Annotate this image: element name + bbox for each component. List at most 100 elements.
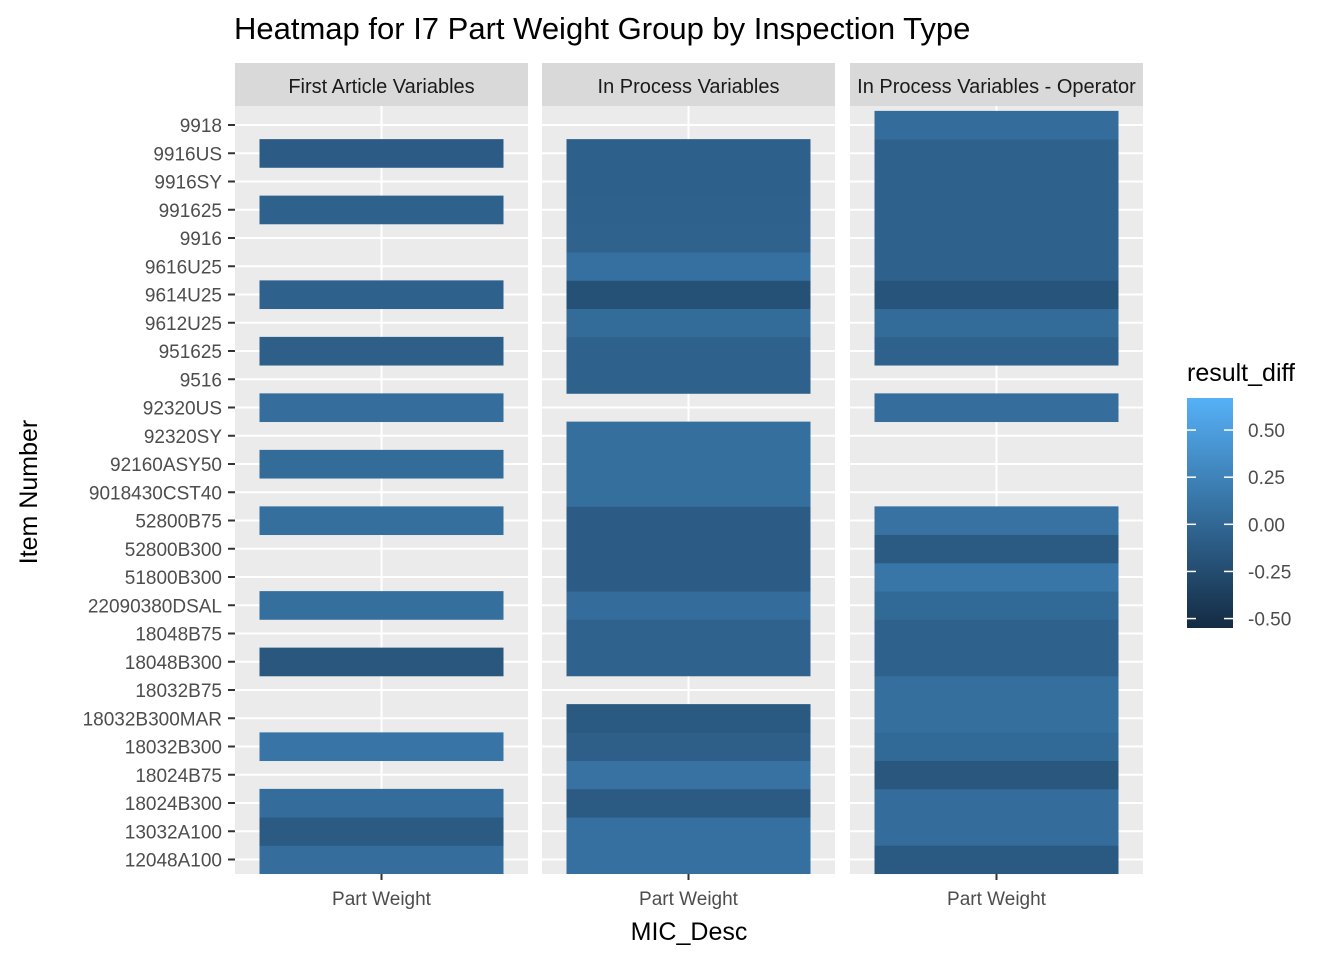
y-tick-label: 9612U25 — [145, 314, 222, 335]
heatmap-tile — [566, 336, 811, 366]
heatmap-tile — [874, 336, 1119, 366]
y-tick-label: 52800B300 — [125, 540, 222, 561]
heatmap-tile — [874, 534, 1119, 564]
heatmap-tile — [259, 139, 504, 168]
heatmap-tile — [259, 280, 504, 310]
heatmap-tile — [259, 393, 504, 423]
heatmap-tile — [566, 845, 811, 875]
heatmap-tile — [566, 195, 811, 225]
heatmap-tile — [874, 252, 1119, 281]
heatmap-tile — [874, 167, 1119, 197]
heatmap-tile — [566, 817, 811, 846]
facet-panel: In Process Variables Part Weight — [542, 63, 835, 910]
y-tick-label: 18032B75 — [135, 681, 222, 702]
heatmap-tile — [566, 252, 811, 281]
legend-tick-label: 0.00 — [1248, 515, 1285, 536]
y-tick-label: 92320US — [143, 399, 222, 420]
heatmap-tile — [874, 591, 1119, 620]
facet-strip-label: In Process Variables — [598, 76, 780, 98]
heatmap-tile — [259, 817, 504, 846]
y-tick-label: 991625 — [159, 201, 222, 222]
heatmap-tile — [874, 788, 1119, 818]
heatmap-tile — [566, 704, 811, 733]
heatmap-tile — [259, 732, 504, 762]
heatmap-tile — [259, 845, 504, 875]
heatmap-tile — [566, 562, 811, 592]
y-tick-label: 52800B75 — [135, 512, 222, 533]
heatmap-tile — [874, 619, 1119, 649]
heatmap-tile — [566, 647, 811, 677]
y-tick-label: 9516 — [180, 370, 222, 391]
legend-title: result_diff — [1187, 359, 1295, 387]
heatmap-tile — [259, 195, 504, 225]
facet-strip — [542, 63, 835, 106]
heatmap-tile — [874, 393, 1119, 423]
y-tick-label: 12048A100 — [125, 851, 222, 872]
heatmap-tile — [566, 760, 811, 790]
facet-strip — [850, 63, 1143, 106]
heatmap-tile — [566, 591, 811, 620]
y-tick-label: 9916US — [153, 144, 222, 165]
y-tick-label: 9018430CST40 — [89, 483, 222, 504]
heatmap-tile — [874, 704, 1119, 733]
y-tick-label: 92320SY — [144, 427, 223, 448]
heatmap-tile — [874, 647, 1119, 677]
heatmap-tile — [874, 845, 1119, 875]
y-tick-label: 51800B300 — [125, 568, 222, 589]
heatmap-tile — [566, 732, 811, 762]
y-tick-label: 18032B300MAR — [83, 709, 222, 730]
heatmap-tile — [566, 619, 811, 649]
legend-tick-label: 0.50 — [1248, 421, 1285, 442]
facet-strip — [235, 63, 528, 106]
facet-strip-label: In Process Variables - Operator — [857, 76, 1136, 98]
facet-strip-label: First Article Variables — [288, 76, 474, 98]
heatmap-tile — [259, 788, 504, 818]
heatmap-tile — [566, 421, 811, 451]
legend-colorbar — [1187, 398, 1233, 628]
heatmap-tile — [566, 365, 811, 394]
color-legend: result_diff 0.50 0.25 0.00 -0.25 -0.50 — [1187, 359, 1295, 631]
y-tick-label: 13032A100 — [125, 822, 222, 843]
x-tick-label: Part Weight — [332, 889, 432, 910]
y-axis: 12048A100 13032A100 18024B300 18024B75 18032… — [83, 116, 235, 872]
heatmap-tile — [874, 195, 1119, 225]
y-axis-title: Item Number — [15, 420, 43, 564]
heatmap-tile — [259, 506, 504, 536]
heatmap-tile — [874, 139, 1119, 168]
heatmap-tile — [874, 732, 1119, 762]
heatmap-tile — [566, 223, 811, 253]
y-tick-label: 18048B300 — [125, 653, 222, 674]
legend-tick-label: -0.25 — [1248, 562, 1291, 583]
y-tick-label: 18024B75 — [135, 766, 222, 787]
x-tick-label: Part Weight — [947, 889, 1047, 910]
x-axis-title: MIC_Desc — [631, 918, 748, 946]
y-tick-label: 92160ASY50 — [110, 455, 222, 476]
heatmap-tile — [874, 280, 1119, 310]
heatmap-tile — [566, 449, 811, 479]
y-tick-label: 9616U25 — [145, 257, 222, 278]
heatmap-tile — [874, 760, 1119, 790]
heatmap-tile — [259, 647, 504, 677]
heatmap-tile — [259, 449, 504, 479]
y-tick-label: 9918 — [180, 116, 222, 137]
y-tick-label: 18024B300 — [125, 794, 222, 815]
chart-title: Heatmap for I7 Part Weight Group by Insp… — [234, 11, 970, 46]
heatmap-tile — [259, 336, 504, 366]
y-tick-label: 9916SY — [154, 173, 222, 194]
x-tick-label: Part Weight — [639, 889, 739, 910]
y-tick-label: 18032B300 — [125, 738, 222, 759]
heatmap-tile — [566, 478, 811, 507]
y-tick-label: 9614U25 — [145, 286, 222, 307]
heatmap-tile — [566, 167, 811, 197]
heatmap-tile — [566, 534, 811, 564]
facet-panel: In Process Variables - Operator Part Weig… — [850, 63, 1143, 910]
legend-tick-label: 0.25 — [1248, 468, 1285, 489]
y-tick-label: 18048B75 — [135, 625, 222, 646]
legend-tick-label: -0.50 — [1248, 610, 1291, 631]
y-tick-label: 9916 — [180, 229, 222, 250]
heatmap-tile — [566, 308, 811, 338]
heatmap-tile — [566, 506, 811, 536]
heatmap-tile — [566, 788, 811, 818]
